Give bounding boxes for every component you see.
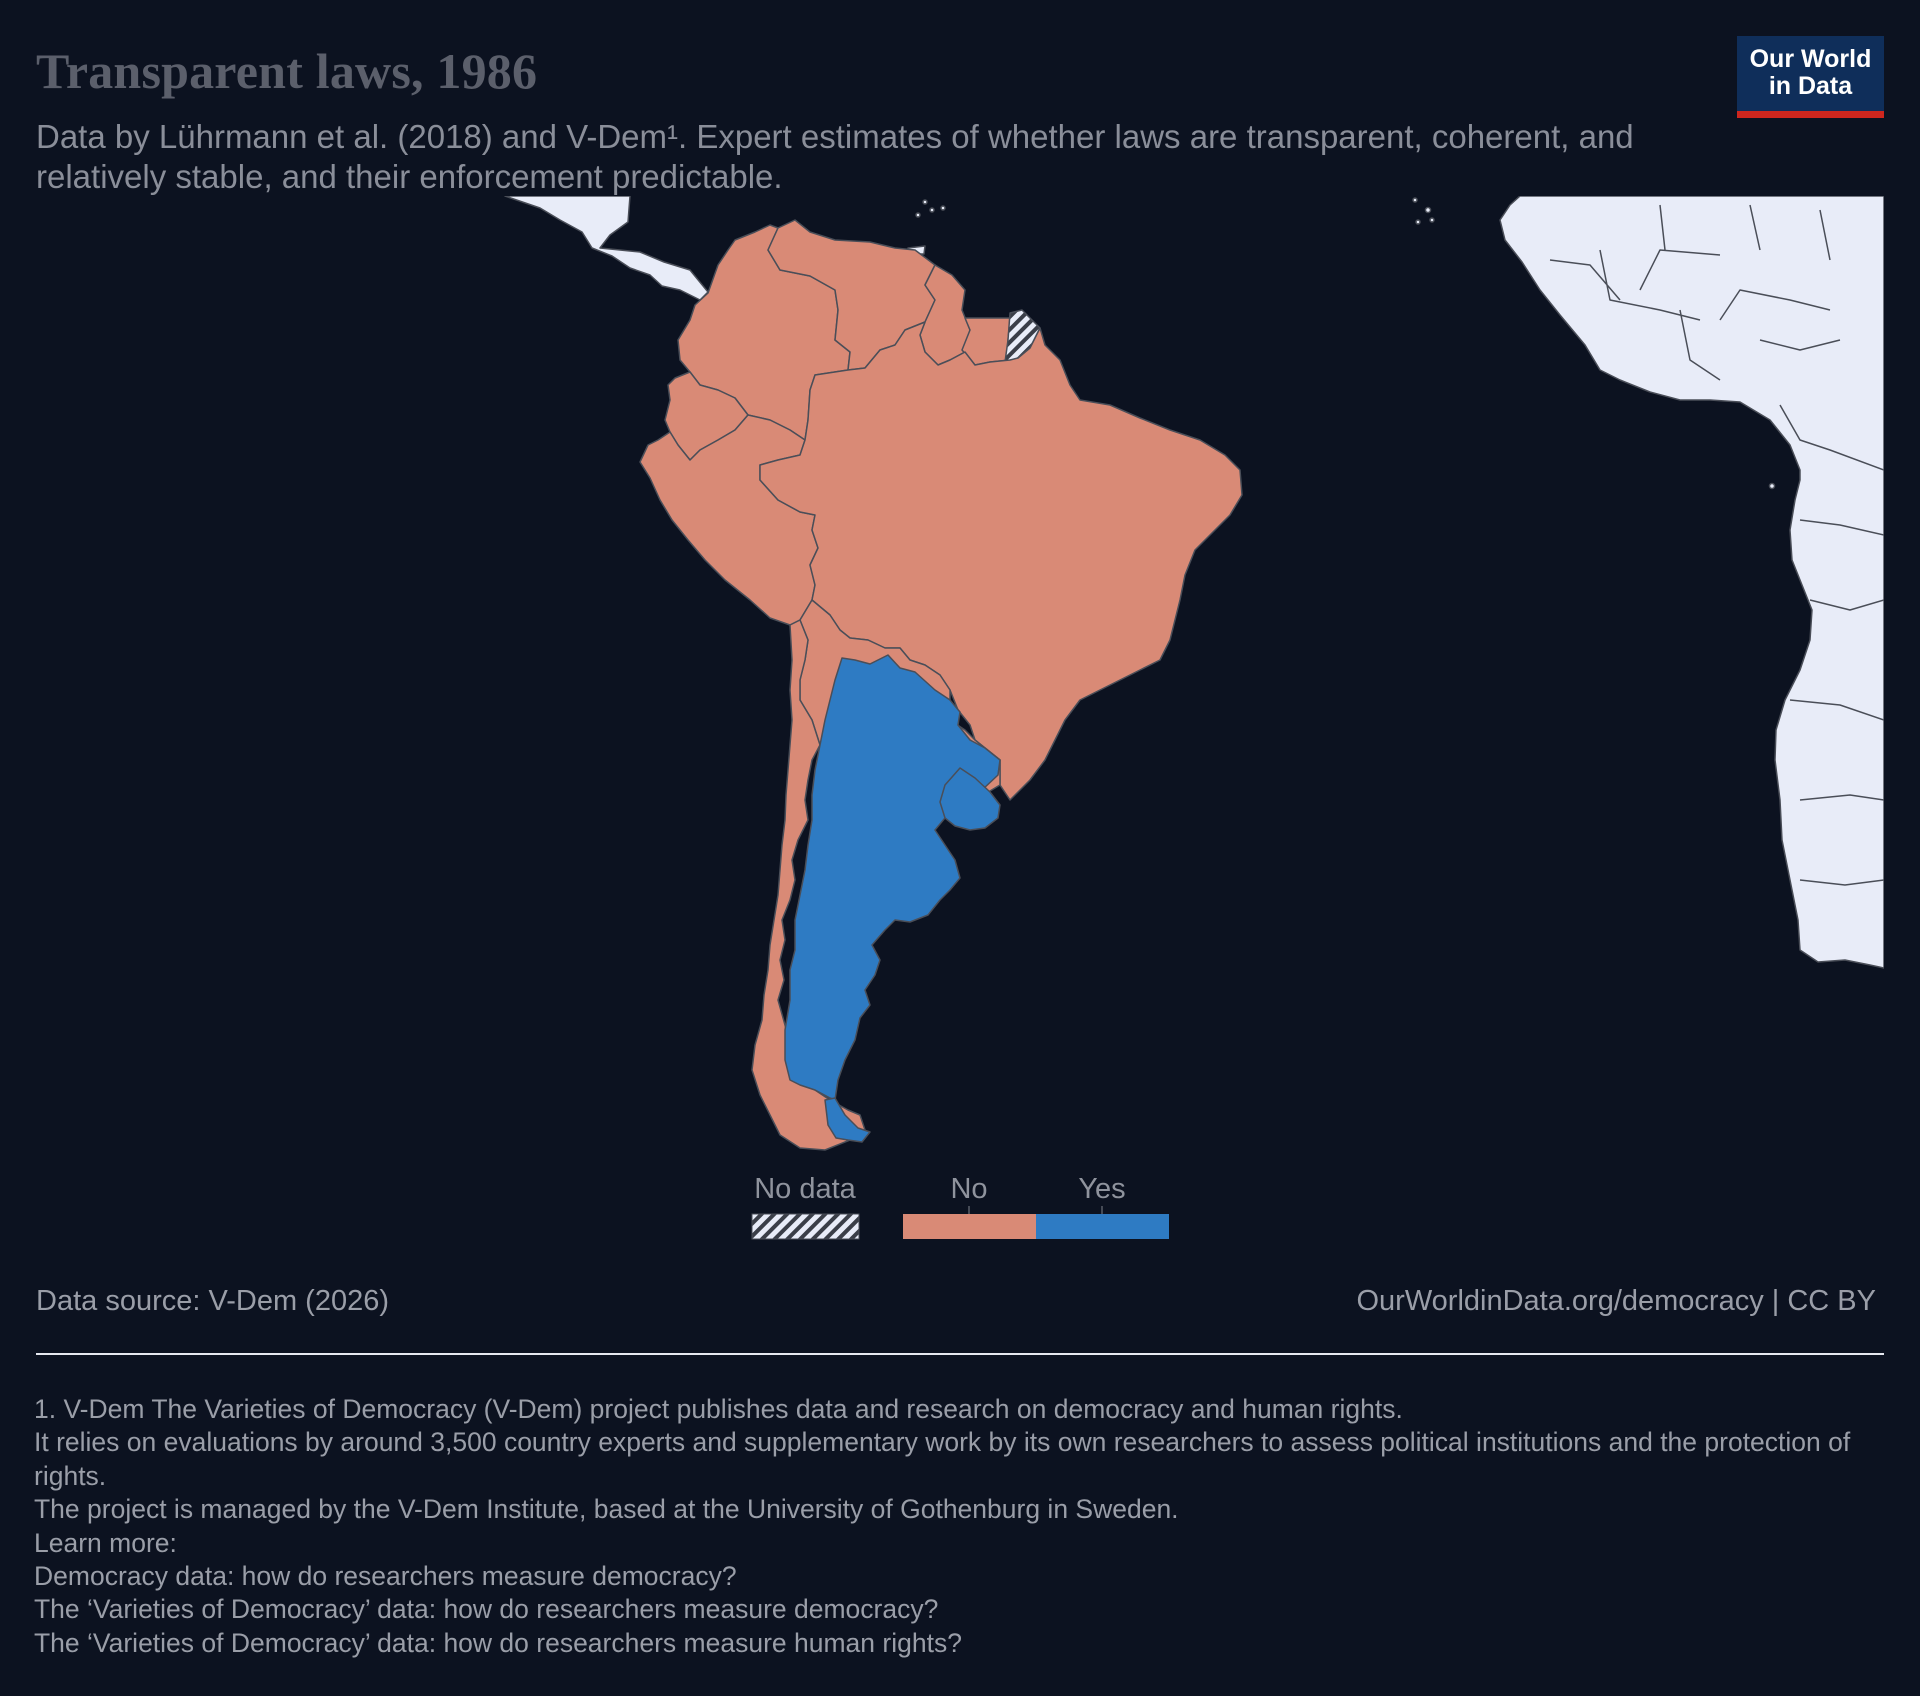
legend: No data No Yes [751, 1173, 1169, 1240]
footnotes: 1. V-Dem The Varieties of Democracy (V-D… [34, 1393, 1884, 1660]
chart-subtitle: Data by Lührmann et al. (2018) and V-Dem… [36, 118, 1634, 195]
central-america[interactable] [504, 196, 709, 301]
footer-divider [36, 1353, 1884, 1355]
footnote-link[interactable]: Democracy data: how do researchers measu… [34, 1561, 737, 1592]
region-uruguay[interactable] [939, 767, 1001, 831]
region-peru[interactable] [639, 414, 819, 626]
owid-logo[interactable]: Our World in Data [1737, 36, 1884, 118]
legend-yes-label: Yes [1078, 1173, 1125, 1205]
region-brazil[interactable] [759, 321, 1243, 801]
logo-line-1: Our World [1749, 45, 1872, 73]
footnote-link[interactable]: The ‘Varieties of Democracy’ data: how d… [34, 1594, 939, 1625]
chart-title: Transparent laws, 1986 [36, 43, 538, 99]
footnote-line: It relies on evaluations by around 3,500… [34, 1427, 1851, 1491]
data-source: Data source: V-Dem (2026) [36, 1285, 389, 1317]
footnote-line: The project is managed by the V-Dem Inst… [34, 1494, 1179, 1525]
region-tierra-del-fuego-argentina[interactable] [824, 1097, 871, 1143]
legend-yes-swatch[interactable] [1036, 1214, 1169, 1239]
source-url[interactable]: OurWorldinData.org/democracy | CC BY [1356, 1285, 1876, 1317]
footnote-link[interactable]: The ‘Varieties of Democracy’ data: how d… [34, 1627, 962, 1658]
legend-no-label: No [950, 1173, 987, 1205]
africa[interactable] [1499, 196, 1884, 969]
footnote-line: Learn more: [34, 1527, 177, 1558]
region-argentina[interactable] [784, 654, 1001, 1101]
logo-line-2: in Data [1768, 72, 1853, 100]
footnote-line: 1. V-Dem The Varieties of Democracy (V-D… [34, 1394, 1403, 1424]
region-chile[interactable] [751, 619, 866, 1151]
legend-no-data-label: No data [754, 1173, 856, 1205]
legend-no-swatch[interactable] [903, 1214, 1036, 1239]
legend-no-data-swatch[interactable] [751, 1213, 860, 1240]
